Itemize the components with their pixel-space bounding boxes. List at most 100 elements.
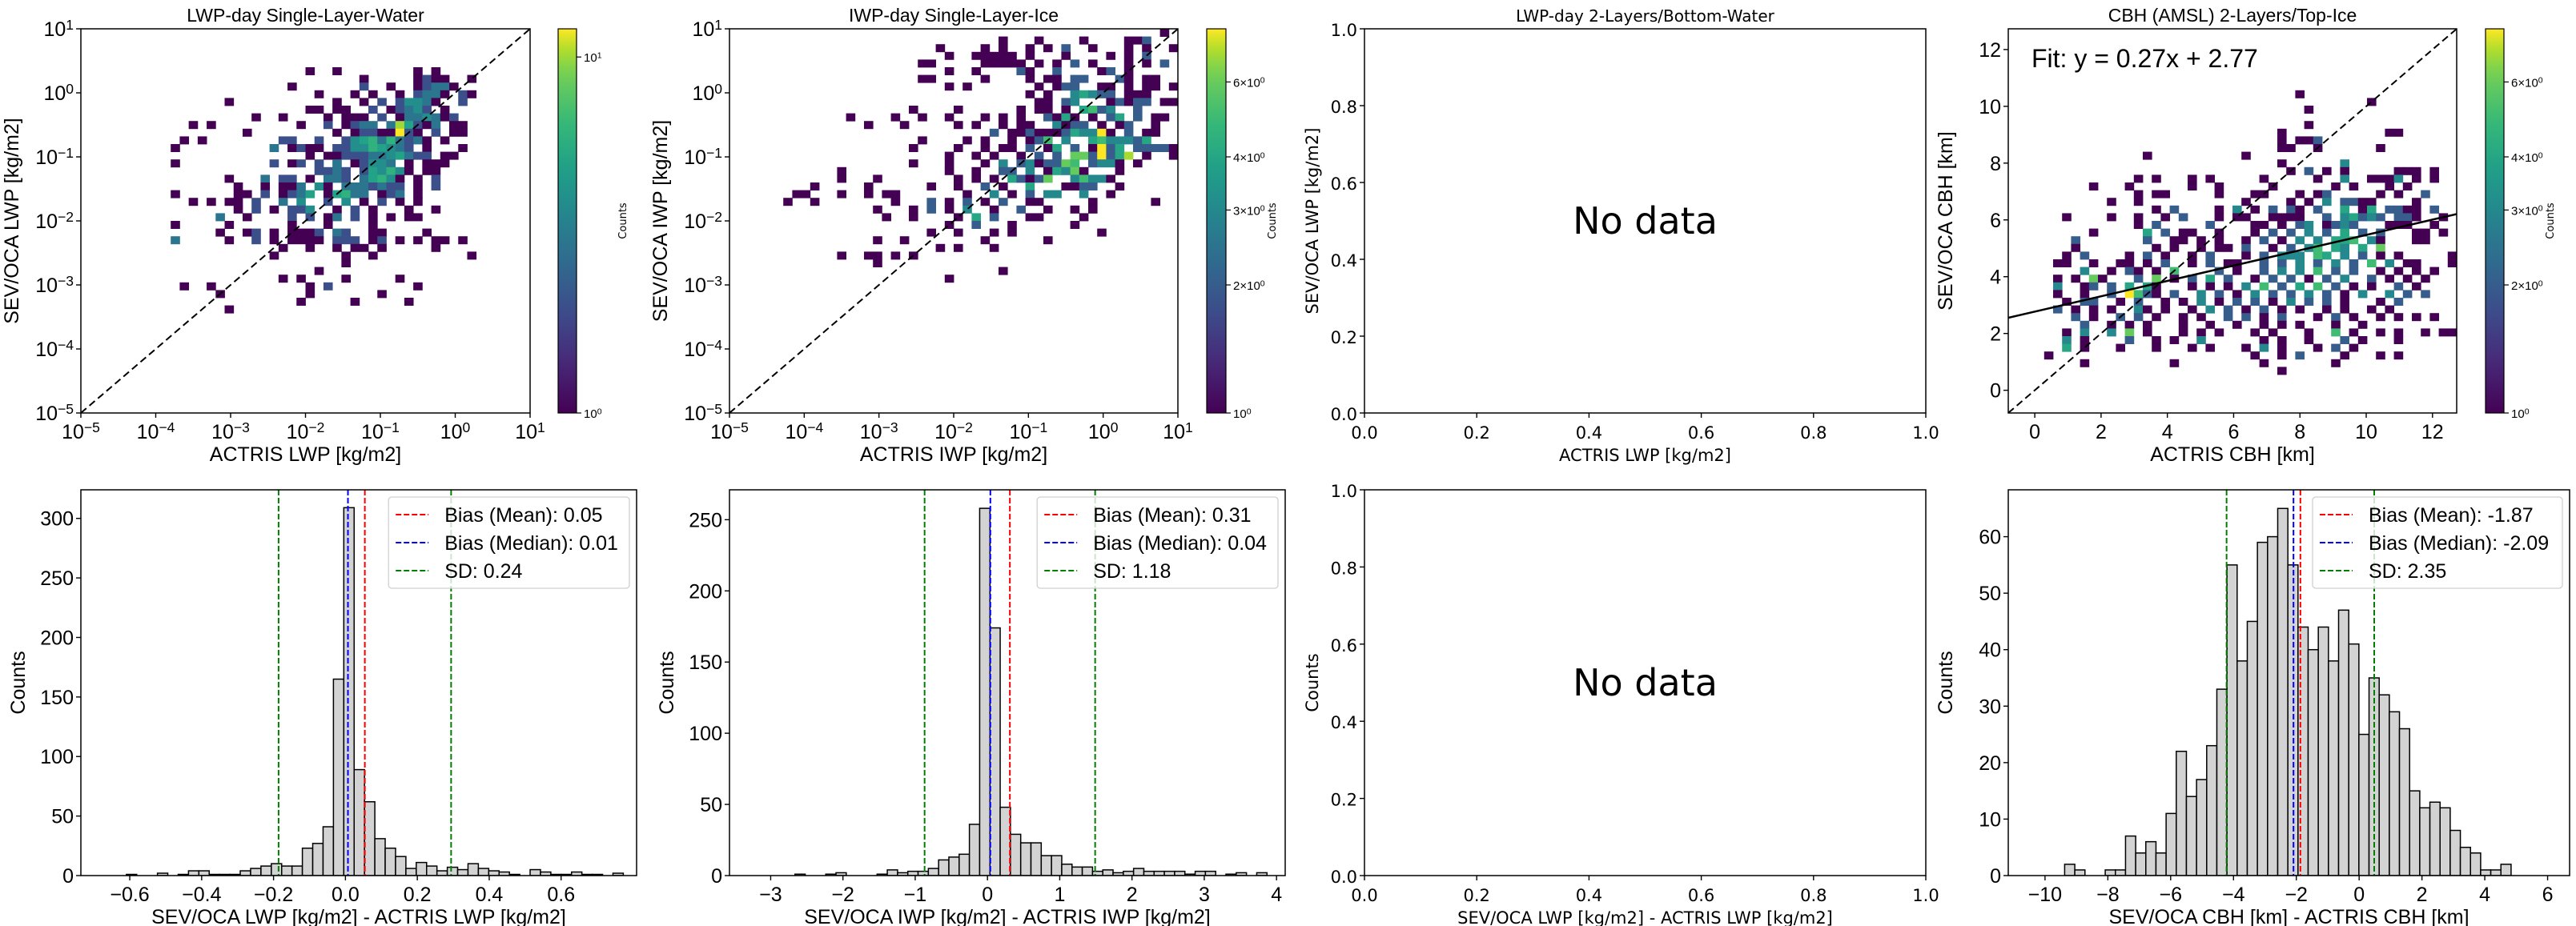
heatmap-cell [2124,290,2135,299]
x-tick-label: 0.2 [404,884,432,906]
heatmap-cell [404,166,414,175]
heatmap-cell [2143,228,2152,237]
heatmap-cell [1043,190,1053,198]
heatmap-cell [890,198,901,206]
heatmap-cell [1123,151,1134,160]
heatmap-cell [350,136,360,145]
heatmap-cell [2062,213,2072,222]
heatmap-cell [890,113,901,122]
heatmap-cell [980,144,991,152]
heatmap-cell [341,144,351,152]
heatmap-cell [2250,205,2260,214]
histogram-bar [2176,750,2188,876]
heatmap-cell [1052,166,1062,175]
heatmap-cell [2152,313,2161,322]
heatmap-cell [2322,221,2332,229]
heatmap-cell [2178,328,2188,337]
heatmap-cell [1043,166,1053,175]
heatmap-cell [2250,221,2260,229]
heatmap-cell [377,98,387,106]
heatmap-cell [2367,236,2377,245]
heatmap-cell [2376,298,2385,306]
heatmap-cell [2152,190,2161,198]
heatmap-cell [314,228,324,237]
heatmap-cell [368,205,378,214]
legend-box [388,496,630,589]
heatmap-cell [2241,151,2251,160]
heatmap-cell [999,267,1008,275]
heatmap-cell [1070,98,1080,106]
heatmap-cell [386,190,396,198]
colorbar-tick-label: 2×100 [2511,279,2543,293]
histogram-bar [927,868,939,876]
heatmap-cell [1043,74,1053,83]
heatmap-cell [962,190,972,198]
heatmap-cell [2241,343,2251,352]
heatmap-cell [2412,259,2421,267]
heatmap-cell [1025,136,1035,145]
heatmap-cell [989,128,999,137]
heatmap-cell [386,174,396,183]
heatmap-cell [2340,251,2349,260]
heatmap-cell [1007,59,1017,68]
heatmap-cell [1079,182,1089,190]
heatmap-cell [2232,298,2242,306]
heatmap-cell [296,190,306,198]
heatmap-cell [422,144,432,152]
heatmap-cell [431,243,441,252]
heatmap-cell [1016,67,1026,75]
heatmap-cell [2357,290,2368,299]
heatmap-cell [332,213,342,222]
heatmap-cell [2277,159,2287,168]
heatmap-cell [1070,159,1080,168]
histogram-bar [271,863,283,876]
heatmap-cell [2376,243,2385,252]
heatmap-cell [2322,198,2332,206]
heatmap-cell [1070,221,1080,229]
x-tick-label: 100 [1088,419,1119,443]
heatmap-cell [926,228,936,237]
y-tick-label: 101 [43,17,74,41]
heatmap-cell [431,113,441,122]
heatmap-cell [2107,282,2116,291]
heatmap-cell [350,121,360,130]
heatmap-cell [2357,198,2368,206]
legend-entry-label: Bias (Mean): 0.05 [444,504,602,527]
heatmap-cell [2412,236,2421,245]
heatmap-cell [404,298,414,306]
heatmap-cell [2412,205,2421,214]
histogram-bar [343,507,356,876]
histogram-bar [886,869,898,876]
heatmap-cell [2205,259,2215,267]
heatmap-cell [2250,190,2260,198]
heatmap-cell [1079,36,1089,45]
heatmap-cell [1123,98,1134,106]
histogram-bar [2449,829,2461,876]
heatmap-cell [1115,121,1125,130]
heatmap-cell [783,198,793,206]
heatmap-cell [2304,328,2314,337]
heatmap-cell [2214,328,2224,337]
heatmap-cell [1097,151,1107,160]
heatmap-cell [395,275,405,283]
heatmap-cell [2402,182,2413,190]
x-tick-label: 1.0 [1912,886,1939,905]
heatmap-cell [2205,305,2215,314]
histogram-bar [416,861,428,876]
heatmap-cell [1025,198,1035,206]
heatmap-cell [2447,328,2457,337]
heatmap-cell [2322,275,2332,283]
heatmap-cell [2367,282,2377,291]
heatmap-cell [404,205,414,214]
y-axis-label: Counts [1303,653,1322,712]
heatmap-cell [2053,290,2063,299]
heatmap-cell [1034,106,1044,114]
heatmap-cell [1016,59,1026,68]
subplot-7: 0.0 0.2 0.4 0.6 0.8 1.0 0.0 0.2 0.4 0.6 0.8 1.0 SEV/… [1303,482,1939,926]
y-tick-label: 6 [1990,210,2001,232]
heatmap-cell [2241,305,2251,314]
heatmap-cell [386,166,396,175]
heatmap-cell [1043,113,1053,122]
heatmap-cell [962,82,972,91]
